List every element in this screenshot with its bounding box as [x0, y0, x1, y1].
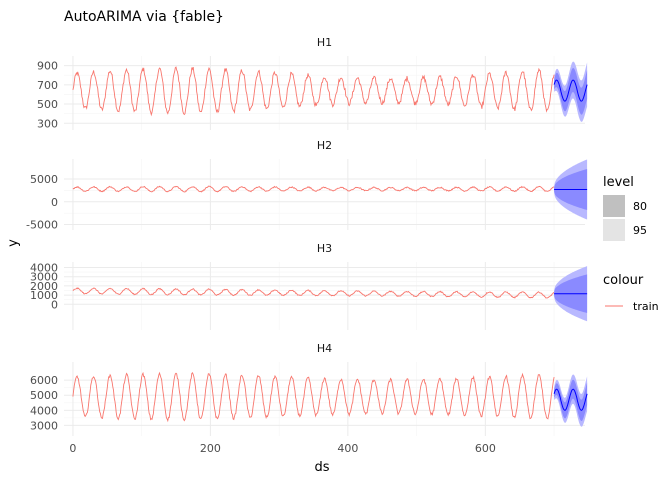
- legend: level 80 95 colour train: [603, 175, 659, 313]
- series-train-H3: [72, 287, 555, 299]
- legend-colour-train-label: train: [633, 300, 659, 313]
- y-tick-label: 3000: [30, 419, 58, 432]
- panel-H3-label: H3: [317, 242, 332, 255]
- panel-H4: H4 3000 4000 5000 6000: [30, 342, 588, 436]
- chart-title: AutoARIMA via {fable}: [64, 9, 224, 25]
- series-train-H1: [72, 66, 555, 117]
- x-axis-title: ds: [314, 460, 329, 475]
- x-tick-label: 0: [69, 442, 76, 455]
- panel-H2-label: H2: [317, 139, 332, 152]
- x-axis: 0 200 400 600: [69, 442, 495, 455]
- legend-level-80-key: [603, 195, 625, 217]
- series-train-H2: [72, 185, 555, 193]
- y-tick-label: 500: [37, 98, 58, 111]
- y-tick-label: 300: [37, 117, 58, 130]
- legend-level-95-label: 95: [633, 224, 647, 237]
- y-tick-label: 4000: [30, 262, 58, 275]
- y-tick-label: 0: [51, 298, 58, 311]
- legend-level-title: level: [603, 175, 634, 190]
- band-80-H4: [554, 379, 588, 421]
- panel-H1-label: H1: [317, 36, 332, 49]
- y-tick-label: 0: [51, 196, 58, 209]
- band-80-H1: [554, 68, 588, 115]
- panels: H1300500700900H2-500005000H3010002000300…: [26, 36, 588, 436]
- legend-colour-title: colour: [603, 273, 644, 288]
- y-tick-label: 1000: [30, 289, 58, 302]
- y-tick-label: 6000: [30, 374, 58, 387]
- y-tick-label: 4000: [30, 404, 58, 417]
- y-tick-label: 2000: [30, 280, 58, 293]
- y-tick-label: -5000: [26, 219, 58, 232]
- x-tick-label: 200: [200, 442, 221, 455]
- y-tick-label: 5000: [30, 173, 58, 186]
- y-tick-label: 700: [37, 79, 58, 92]
- series-forecast-H4: [553, 388, 588, 411]
- panel-H4-label: H4: [317, 342, 332, 355]
- series-train-H4: [72, 371, 555, 423]
- panel-H2: H2 -5000 0 5000: [26, 139, 588, 232]
- y-tick-label: 3000: [30, 271, 58, 284]
- x-tick-label: 400: [337, 442, 358, 455]
- legend-level-95-key: [603, 219, 625, 241]
- y-axis-title: y: [6, 239, 21, 247]
- series-forecast-H1: [553, 79, 588, 102]
- y-tick-label: 5000: [30, 389, 58, 402]
- panel-H1: H1 300 500 700 900: [37, 36, 588, 130]
- y-tick-label: 900: [37, 60, 58, 73]
- x-tick-label: 600: [475, 442, 496, 455]
- legend-level-80-label: 80: [633, 200, 647, 213]
